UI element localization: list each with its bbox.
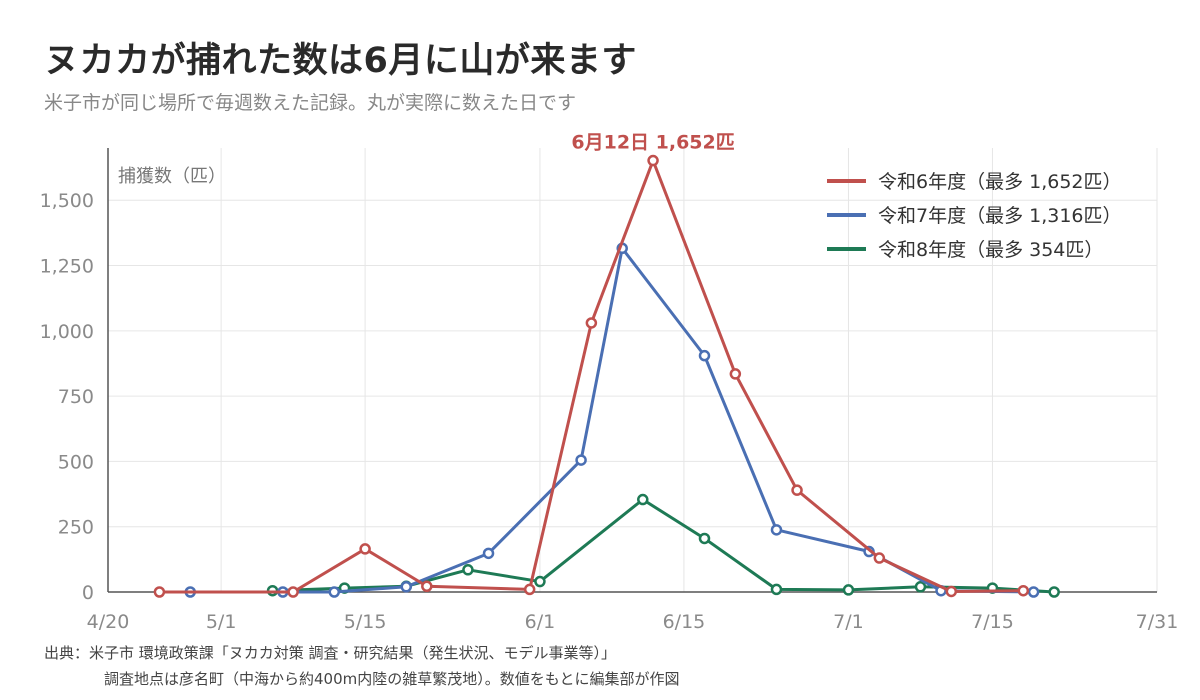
data-point	[1048, 586, 1060, 598]
data-point	[523, 583, 536, 596]
data-point	[482, 547, 495, 560]
data-point	[770, 583, 783, 596]
y-tick-label: 0	[82, 582, 94, 604]
data-point	[462, 564, 474, 576]
chart-subtitle: 米子市が同じ場所で毎週数えた記録。丸が実際に数えた日です	[44, 92, 577, 114]
data-point	[647, 154, 659, 167]
x-tick-label: 6/15	[663, 611, 706, 633]
data-point	[1017, 584, 1030, 597]
series-line	[157, 159, 1025, 594]
x-tick-label: 7/15	[971, 611, 1014, 633]
data-point	[153, 586, 166, 598]
chart-title: ヌカカが捕れた数は6月に山が来ます	[44, 41, 637, 81]
data-point	[698, 349, 711, 362]
y-tick-label: 1,250	[40, 256, 94, 278]
y-tick-label: 1,000	[40, 321, 94, 343]
x-tick-label: 4/20	[87, 611, 130, 633]
data-point	[914, 581, 927, 593]
data-point	[534, 575, 546, 588]
legend-label: 令和7年度（最多 1,316匹）	[878, 205, 1122, 227]
series-line	[271, 498, 1056, 594]
peak-annotation: 6月12日 1,652匹	[571, 132, 734, 154]
data-point	[873, 552, 886, 564]
series-line	[188, 246, 1036, 594]
x-tick-label: 5/1	[206, 611, 237, 633]
y-axis-label: 捕獲数（匹）	[118, 166, 226, 187]
data-point	[791, 484, 803, 496]
x-tick-label: 6/1	[525, 611, 556, 633]
line-chart: 0 250 500 750 1,000 1,250 1,500 4/20 5/1 5/15 6/1 6…	[40, 132, 1179, 633]
data-point	[359, 543, 371, 555]
data-point	[770, 524, 783, 536]
x-tick-label: 7/1	[833, 611, 864, 633]
y-tick-label: 500	[58, 451, 94, 473]
data-point	[637, 493, 649, 506]
source-line-1: 出典：米子市 環境政策課「ヌカカ対策 調査・研究結果（発生状況、モデル事業等）」	[44, 644, 617, 662]
source-note: 出典：米子市 環境政策課「ヌカカ対策 調査・研究結果（発生状況、モデル事業等）」…	[44, 640, 679, 692]
x-tick-label: 7/31	[1136, 611, 1179, 633]
source-line-2: 調査地点は彦名町（中海から約400m内陸の雑草繁茂地）。数値をもとに編集部が作図	[104, 670, 680, 688]
data-point	[698, 532, 711, 545]
data-point	[421, 580, 433, 593]
data-point	[328, 586, 341, 598]
data-point	[575, 454, 587, 466]
data-point	[729, 368, 742, 380]
data-point	[585, 317, 598, 329]
x-tick-label: 5/15	[344, 611, 387, 633]
y-tick-label: 250	[58, 517, 94, 539]
data-point	[287, 586, 299, 598]
data-point	[945, 585, 958, 598]
data-point	[1027, 586, 1040, 598]
legend-label: 令和8年度（最多 354匹）	[878, 239, 1103, 261]
y-tick-label: 1,500	[40, 190, 94, 212]
data-point	[842, 584, 855, 596]
legend-label: 令和6年度（最多 1,652匹）	[878, 171, 1122, 193]
y-tick-label: 750	[58, 386, 94, 408]
data-point	[400, 581, 412, 593]
